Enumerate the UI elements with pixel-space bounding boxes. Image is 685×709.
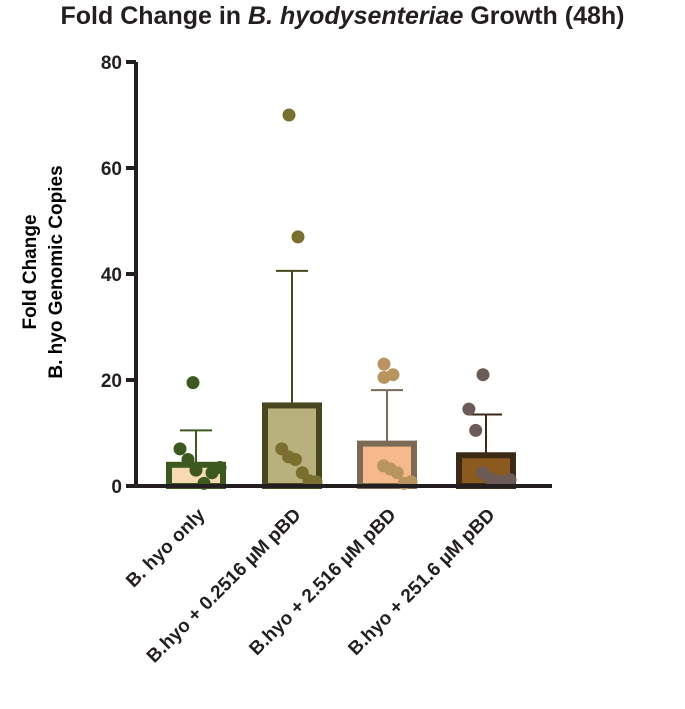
y-axis-label-line1: Fold Change — [20, 214, 41, 329]
data-point-1-4 — [189, 463, 203, 477]
chart-title-italic: B. hyodysenteriae — [248, 2, 464, 30]
data-point-3-6 — [390, 466, 404, 480]
data-point-4-1 — [476, 368, 490, 382]
y-tick-label-20: 20 — [101, 371, 122, 392]
y-tick-label-0: 0 — [111, 477, 122, 498]
x-tick-label-2: B.hyo + 0.2516 µM pBD — [143, 505, 306, 668]
y-axis-label: Fold Change B. hyo Genomic Copies — [20, 165, 67, 378]
data-point-1-2 — [173, 442, 187, 456]
x-tick-label-1: B. hyo only — [122, 504, 210, 592]
data-point-4-2 — [462, 402, 476, 416]
bar-2 — [262, 402, 322, 489]
y-axis-label-line2: B. hyo Genomic Copies — [46, 165, 67, 378]
chart-title: Fold Change in B. hyodysenteriae Growth … — [0, 2, 685, 31]
y-tick-label-40: 40 — [101, 265, 122, 286]
data-point-4-3 — [469, 423, 483, 437]
data-point-1-1 — [186, 376, 200, 390]
data-point-2-1 — [282, 108, 296, 122]
chart-title-prefix: Fold Change in — [60, 2, 249, 30]
data-point-1-7 — [213, 460, 227, 474]
chart-title-suffix: Growth (48h) — [463, 2, 625, 30]
data-point-2-5 — [288, 453, 302, 466]
y-tick-label-60: 60 — [101, 159, 122, 180]
data-point-3-1 — [377, 357, 391, 371]
data-point-1-3 — [181, 453, 195, 466]
y-tick-label-80: 80 — [101, 53, 122, 74]
data-point-4-8 — [503, 473, 517, 487]
data-point-3-3 — [377, 370, 391, 384]
data-point-2-2 — [291, 230, 305, 244]
